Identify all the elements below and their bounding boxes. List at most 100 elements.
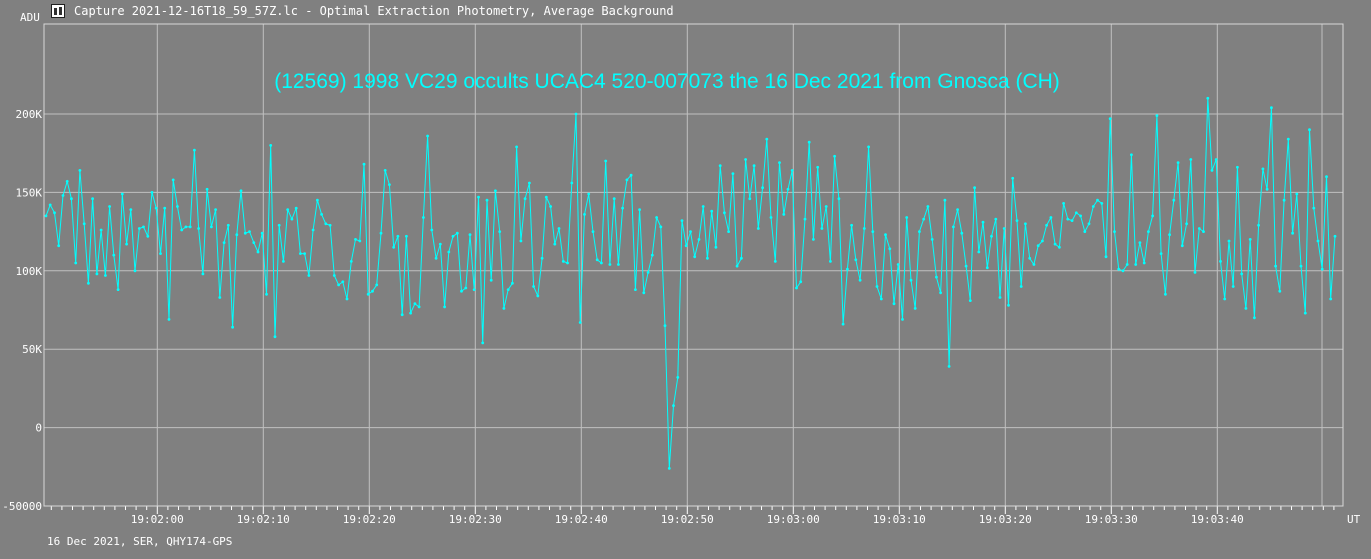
data-point [778,161,781,165]
series-line [45,98,1336,469]
data-point [413,302,417,306]
data-point [379,231,383,235]
data-point [316,198,319,202]
data-point [1261,167,1265,171]
data-point [1278,289,1282,293]
data-point [1024,222,1027,226]
data-point [489,278,493,282]
data-point [1286,137,1290,141]
data-point [1231,285,1235,288]
data-point [184,225,188,229]
data-point [1214,158,1218,161]
data-point [655,216,658,219]
data-point [1125,263,1129,266]
data-point [553,242,557,246]
data-point [841,322,845,326]
app-logo-icon[interactable] [51,4,65,18]
data-point [850,223,853,227]
data-point [116,288,120,291]
data-point [502,307,506,310]
data-point [468,233,472,237]
data-point [146,234,150,238]
data-point [1036,244,1040,248]
data-point [947,365,951,368]
data-point [943,198,947,202]
data-point [1303,311,1307,315]
data-point [540,256,544,260]
data-point [248,230,251,234]
data-point [243,231,247,235]
x-tick-label: 19:03:40 [1191,513,1244,526]
data-point [595,258,599,262]
data-point [112,253,116,257]
data-point [782,213,786,216]
data-point [977,250,981,254]
data-point [354,238,357,241]
data-point [884,233,887,237]
data-point [1011,176,1015,180]
data-point [515,145,518,149]
data-point [765,137,769,141]
data-point [795,286,798,290]
data-point [74,261,78,265]
data-point [1206,96,1210,100]
data-point [1130,153,1133,157]
data-point [1138,241,1142,245]
points-layer [44,96,1337,470]
data-point [1236,165,1239,169]
data-point [634,288,637,291]
data-point [1007,303,1010,307]
data-point [498,230,502,234]
data-point [1253,316,1256,320]
data-point [769,216,773,219]
data-point [137,227,141,230]
data-point [990,234,993,238]
data-point [803,217,807,221]
data-point [1202,230,1205,234]
data-point [519,239,523,243]
data-point [1197,227,1201,230]
data-point [625,178,629,182]
x-tick-label: 19:02:20 [343,513,396,526]
data-point [1223,297,1227,301]
data-point [392,245,396,249]
x-tick-label: 19:03:30 [1085,513,1138,526]
y-tick-label: 100K [16,265,43,278]
data-point [1104,255,1108,259]
data-point [176,205,179,208]
data-point [892,302,896,306]
x-axis-unit-label: UT [1347,513,1361,526]
data-point [680,219,684,223]
y-tick-label: 150K [16,186,43,199]
data-point [968,299,972,302]
data-point [799,280,803,284]
data-point [239,189,243,193]
data-point [1083,230,1087,234]
data-point [464,286,468,290]
data-point [269,144,273,147]
data-point [905,216,909,219]
data-point [723,211,726,215]
data-point [1079,214,1082,218]
data-point [48,203,52,207]
data-point [1091,205,1095,208]
data-point [286,208,290,212]
y-tick-label: 50K [22,343,42,356]
data-point [1227,239,1231,243]
data-point [108,205,111,208]
data-point [901,318,904,321]
data-point [1299,264,1303,268]
data-point [1002,227,1006,230]
x-tick-label: 19:02:40 [555,513,608,526]
data-point [1265,187,1269,191]
data-point [731,172,735,176]
data-point [833,154,836,158]
data-point [1240,272,1244,276]
data-point [438,242,442,246]
data-point [939,291,942,295]
data-point [909,278,913,282]
data-point [1329,297,1333,301]
data-point [952,225,955,229]
data-point [171,178,175,182]
data-point [210,225,213,229]
